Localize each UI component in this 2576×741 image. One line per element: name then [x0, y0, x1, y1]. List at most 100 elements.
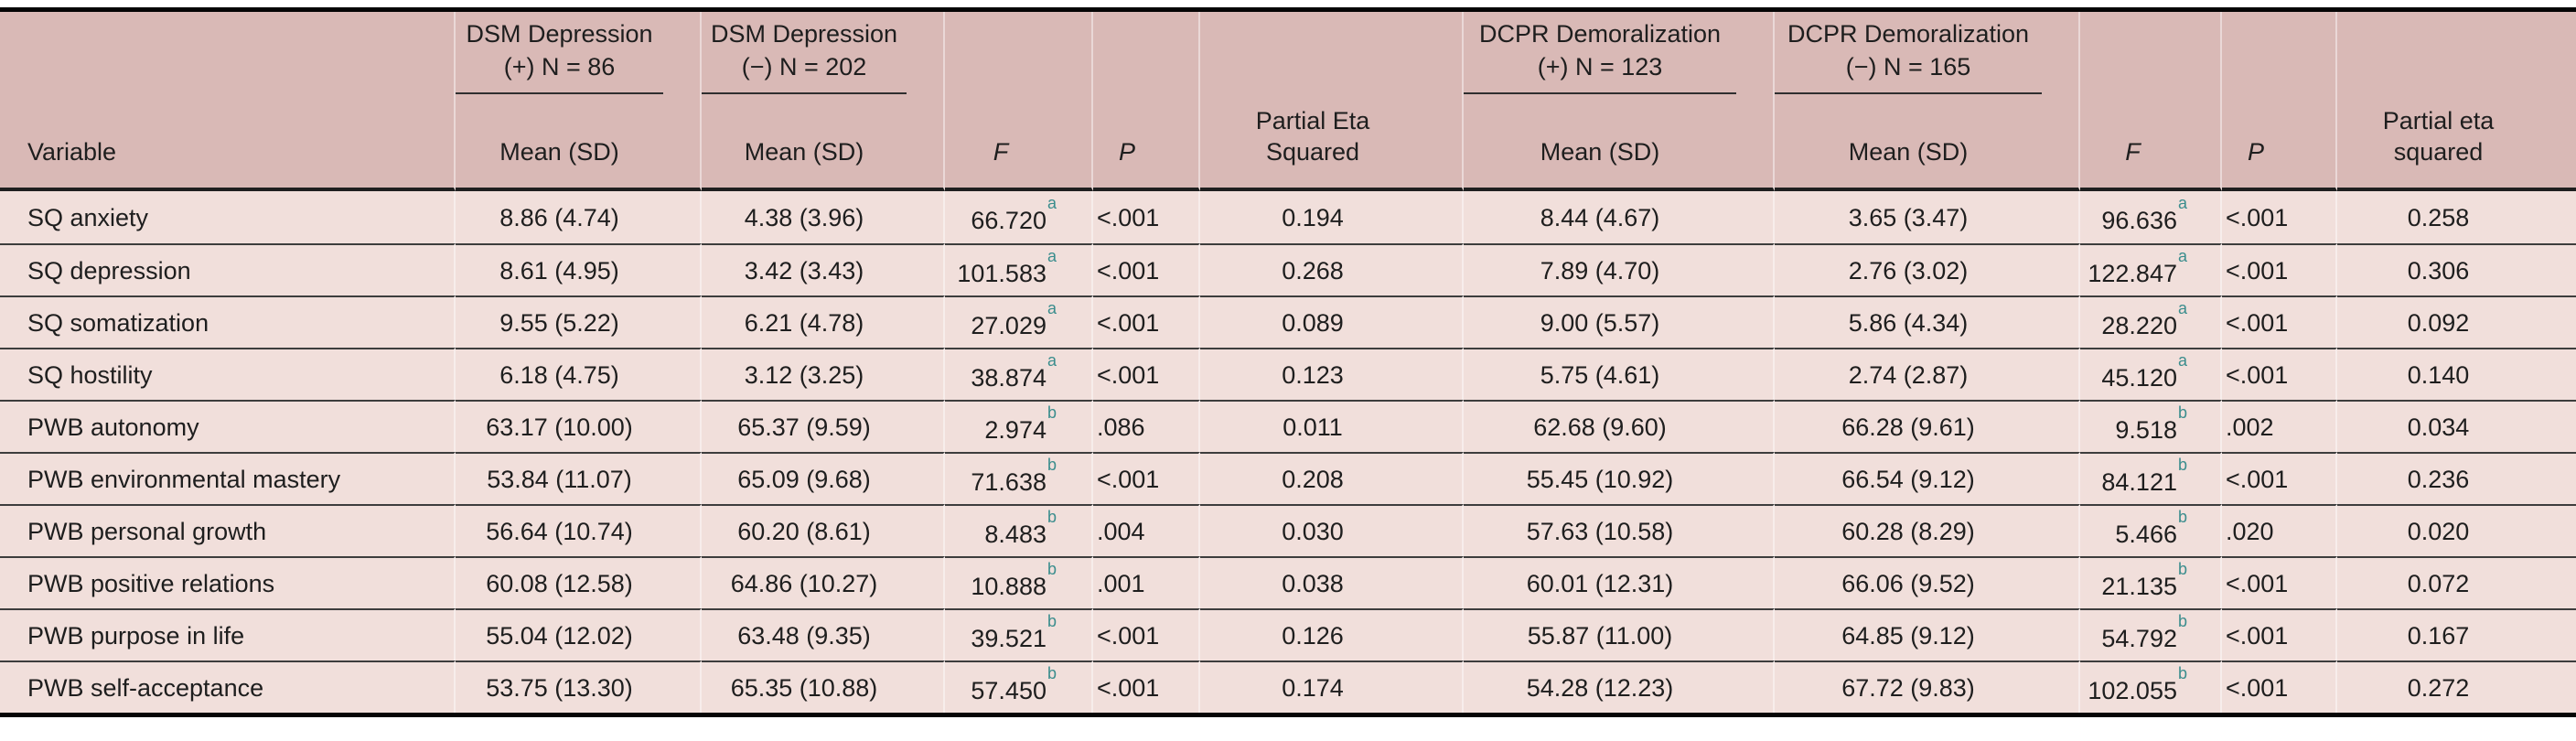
- partial-eta-cell: 0.092: [2337, 295, 2576, 348]
- results-table: Variable DSM Depression (+) N = 86 Mean …: [0, 7, 2576, 717]
- variable-cell: PWB positive relations: [0, 556, 456, 608]
- variable-cell: PWB purpose in life: [0, 608, 456, 660]
- group-header-dsm-positive: DSM Depression (+) N = 86 Mean (SD): [456, 12, 702, 191]
- f-value-cell: 2.974b: [945, 400, 1093, 452]
- mean-sd-column-header: Mean (SD): [1540, 138, 1660, 166]
- partial-eta-cell: 0.011: [1200, 400, 1464, 452]
- dsm-neg-mean-cell: 60.20 (8.61): [702, 504, 945, 556]
- dsm-pos-mean-cell: 6.18 (4.75): [456, 348, 702, 400]
- f-value-cell: 9.518b: [2080, 400, 2222, 452]
- f-value-cell: 54.792b: [2080, 608, 2222, 660]
- partial-eta-cell: 0.126: [1200, 608, 1464, 660]
- f-value-cell: 27.029a: [945, 295, 1093, 348]
- group-underline: [702, 92, 907, 94]
- p-value-cell: <.001: [1093, 191, 1200, 243]
- footnote-marker: b: [2177, 612, 2187, 630]
- table-body: SQ anxiety 8.86 (4.74) 4.38 (3.96) 66.72…: [0, 191, 2576, 713]
- f-value: 27.029: [971, 312, 1046, 339]
- group-title: DCPR Demoralization (−) N = 165: [1775, 16, 2042, 94]
- group-header-dcpr-negative: DCPR Demoralization (−) N = 165 Mean (SD…: [1775, 12, 2080, 191]
- dcpr-pos-mean-cell: 8.44 (4.67): [1464, 191, 1775, 243]
- partial-eta-cell: 0.034: [2337, 400, 2576, 452]
- group-title-line1: DCPR Demoralization: [1787, 20, 2030, 48]
- partial-eta-cell: 0.167: [2337, 608, 2576, 660]
- footnote-marker: b: [2177, 508, 2187, 526]
- dcpr-pos-mean-cell: 7.89 (4.70): [1464, 243, 1775, 295]
- variable-cell: SQ anxiety: [0, 191, 456, 243]
- f-value-cell: 21.135b: [2080, 556, 2222, 608]
- partial-eta-cell: 0.038: [1200, 556, 1464, 608]
- partial-eta-cell: 0.140: [2337, 348, 2576, 400]
- variable-cell: PWB personal growth: [0, 504, 456, 556]
- f-value: 21.135: [2101, 573, 2177, 600]
- footnote-marker: a: [1046, 351, 1057, 370]
- dsm-neg-mean-cell: 63.48 (9.35): [702, 608, 945, 660]
- dcpr-pos-mean-cell: 54.28 (12.23): [1464, 660, 1775, 713]
- dsm-pos-mean-cell: 55.04 (12.02): [456, 608, 702, 660]
- footnote-marker: b: [1046, 456, 1057, 474]
- f-value-cell: 122.847a: [2080, 243, 2222, 295]
- group-title: DSM Depression (+) N = 86: [456, 16, 663, 94]
- p-value-cell: <.001: [2222, 243, 2337, 295]
- f-value-cell: 101.583a: [945, 243, 1093, 295]
- p-column-header: P: [1093, 12, 1200, 191]
- f-value-cell: 96.636a: [2080, 191, 2222, 243]
- partial-eta-cell: 0.072: [2337, 556, 2576, 608]
- footnote-marker: b: [1046, 403, 1057, 422]
- partial-eta-column-header: Partial Eta Squared: [1200, 12, 1464, 191]
- table-row: SQ somatization 9.55 (5.22) 6.21 (4.78) …: [0, 295, 2576, 348]
- f-value-cell: 39.521b: [945, 608, 1093, 660]
- f-value-cell: 84.121b: [2080, 452, 2222, 504]
- partial-eta-cell: 0.258: [2337, 191, 2576, 243]
- dcpr-pos-mean-cell: 55.45 (10.92): [1464, 452, 1775, 504]
- f-value: 28.220: [2101, 312, 2177, 339]
- partial-eta-column-header: Partial eta squared: [2337, 12, 2576, 191]
- dcpr-neg-mean-cell: 67.72 (9.83): [1775, 660, 2080, 713]
- p-value-cell: <.001: [2222, 556, 2337, 608]
- dsm-pos-mean-cell: 53.84 (11.07): [456, 452, 702, 504]
- footnote-marker: b: [2177, 560, 2187, 578]
- f-value: 2.974: [984, 416, 1046, 444]
- partial-eta-cell: 0.020: [2337, 504, 2576, 556]
- f-value-cell: 8.483b: [945, 504, 1093, 556]
- footnote-marker: a: [1046, 299, 1057, 317]
- p-column-header: P: [2222, 12, 2337, 191]
- footnote-marker: a: [2177, 194, 2187, 212]
- dcpr-pos-mean-cell: 9.00 (5.57): [1464, 295, 1775, 348]
- dsm-pos-mean-cell: 63.17 (10.00): [456, 400, 702, 452]
- f-value-cell: 5.466b: [2080, 504, 2222, 556]
- f-value-cell: 45.120a: [2080, 348, 2222, 400]
- footnote-marker: a: [2177, 247, 2187, 265]
- footnote-marker: a: [2177, 351, 2187, 370]
- group-title-line2: (+) N = 86: [503, 53, 616, 81]
- f-value-cell: 10.888b: [945, 556, 1093, 608]
- p-value-cell: <.001: [2222, 452, 2337, 504]
- dcpr-pos-mean-cell: 5.75 (4.61): [1464, 348, 1775, 400]
- p-value-cell: <.001: [2222, 608, 2337, 660]
- p-value-cell: <.001: [1093, 243, 1200, 295]
- group-title: DCPR Demoralization (+) N = 123: [1464, 16, 1736, 94]
- mean-sd-column-header: Mean (SD): [1848, 138, 1969, 166]
- dsm-neg-mean-cell: 3.12 (3.25): [702, 348, 945, 400]
- dcpr-pos-mean-cell: 60.01 (12.31): [1464, 556, 1775, 608]
- dcpr-neg-mean-cell: 66.06 (9.52): [1775, 556, 2080, 608]
- f-value: 71.638: [971, 468, 1046, 496]
- group-header-dcpr-positive: DCPR Demoralization (+) N = 123 Mean (SD…: [1464, 12, 1775, 191]
- f-value-cell: 102.055b: [2080, 660, 2222, 713]
- table-row: PWB purpose in life 55.04 (12.02) 63.48 …: [0, 608, 2576, 660]
- mean-sd-column-header: Mean (SD): [499, 138, 619, 166]
- p-value-cell: <.001: [1093, 608, 1200, 660]
- f-value: 9.518: [2115, 416, 2177, 444]
- group-underline: [1464, 92, 1736, 94]
- dsm-neg-mean-cell: 3.42 (3.43): [702, 243, 945, 295]
- partial-eta-cell: 0.272: [2337, 660, 2576, 713]
- dsm-pos-mean-cell: 60.08 (12.58): [456, 556, 702, 608]
- f-value: 39.521: [971, 625, 1046, 652]
- partial-eta-cell: 0.208: [1200, 452, 1464, 504]
- table-row: PWB environmental mastery 53.84 (11.07) …: [0, 452, 2576, 504]
- footnote-marker: b: [1046, 612, 1057, 630]
- dcpr-neg-mean-cell: 60.28 (8.29): [1775, 504, 2080, 556]
- dcpr-neg-mean-cell: 64.85 (9.12): [1775, 608, 2080, 660]
- variable-column-header: Variable: [0, 12, 456, 191]
- p-value-cell: <.001: [2222, 348, 2337, 400]
